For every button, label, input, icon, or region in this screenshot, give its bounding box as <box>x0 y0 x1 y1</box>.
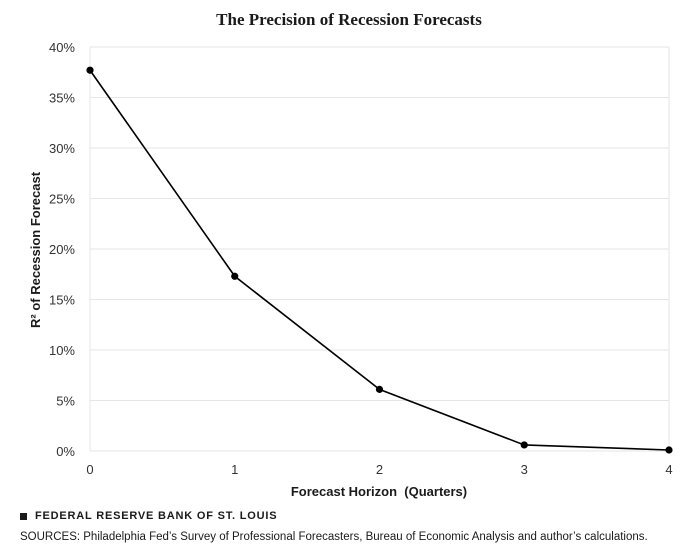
data-point <box>86 66 94 74</box>
x-tick-label: 2 <box>376 462 383 477</box>
y-tick-label: 0% <box>56 444 75 459</box>
y-tick-label: 20% <box>49 242 75 257</box>
data-point <box>231 272 239 280</box>
x-tick-label: 1 <box>231 462 238 477</box>
y-tick-label: 30% <box>49 141 75 156</box>
x-tick-label: 4 <box>665 462 672 477</box>
y-tick-label: 15% <box>49 293 75 308</box>
chart-title: The Precision of Recession Forecasts <box>216 10 482 29</box>
brand-square-icon <box>20 512 27 520</box>
y-tick-label: 40% <box>49 40 75 55</box>
y-tick-labels: 0% 5% 10% 15% 20% 25% 30% 35% 40% <box>49 40 75 459</box>
y-tick-label: 10% <box>49 343 75 358</box>
y-tick-label: 25% <box>49 192 75 207</box>
footer-brand: FEDERAL RESERVE BANK OF ST. LOUIS <box>20 510 277 522</box>
data-point <box>520 441 528 449</box>
data-point <box>375 385 384 393</box>
y-axis-label: R² of Recession Forecast <box>28 171 43 328</box>
brand-text: FEDERAL RESERVE BANK OF ST. LOUIS <box>35 510 278 522</box>
x-tick-labels: 0 1 2 3 4 <box>86 462 672 477</box>
y-tick-label: 5% <box>56 394 75 409</box>
x-axis-label: Forecast Horizon (Quarters) <box>291 484 467 499</box>
x-tick-label: 3 <box>521 462 528 477</box>
recession-forecast-chart: 0% 5% 10% 15% 20% 25% 30% 35% 40% 0 1 2 3 4 Forecast… <box>28 40 673 499</box>
sources-note: SOURCES: Philadelphia Fed’s Survey of Pr… <box>20 531 648 543</box>
x-tick-label: 0 <box>86 462 93 477</box>
series-layer <box>86 66 673 454</box>
data-point <box>665 446 673 454</box>
series-line <box>89 69 670 451</box>
y-tick-label: 35% <box>49 91 75 106</box>
grid-layer <box>89 46 670 452</box>
